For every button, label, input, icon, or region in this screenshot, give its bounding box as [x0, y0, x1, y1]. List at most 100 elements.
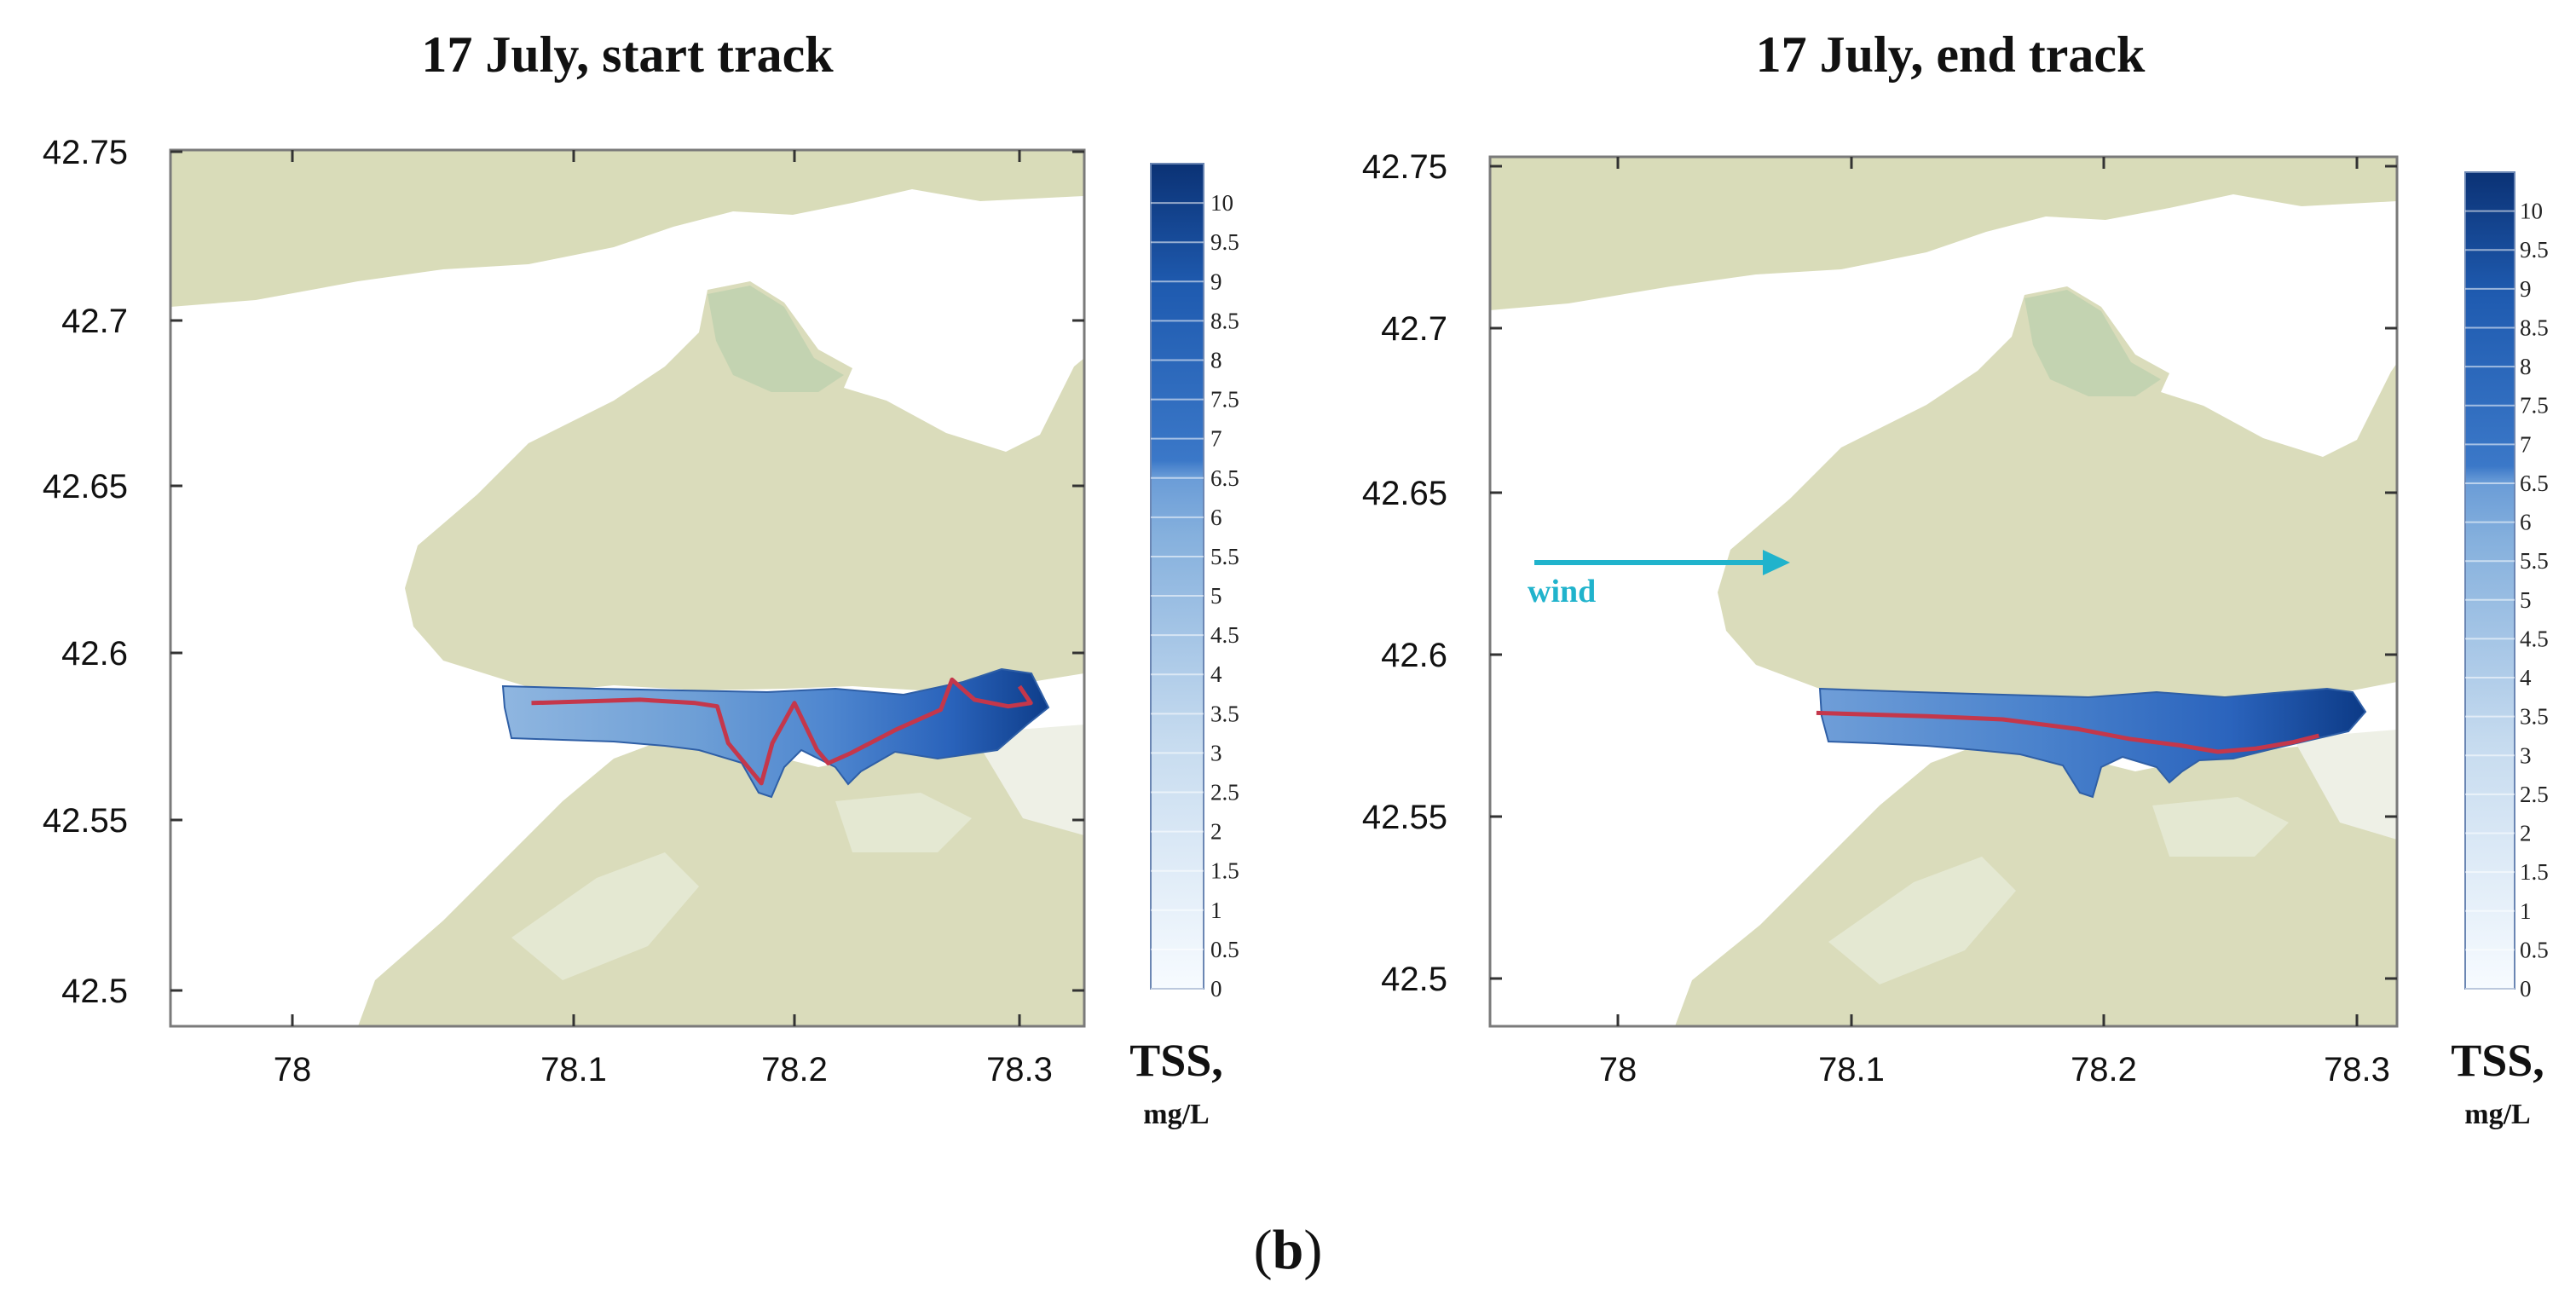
- river-channel: [793, 239, 852, 358]
- field-patch: [2293, 730, 2397, 840]
- lon-tick-label: 78.2: [2071, 1051, 2137, 1088]
- river-channel: [2186, 261, 2280, 384]
- river-channel: [2110, 244, 2169, 363]
- colorbar-tick-label: 5: [2520, 587, 2532, 613]
- basemap: [170, 150, 1084, 1026]
- lat-tick-label: 42.55: [1362, 799, 1447, 836]
- lat-tick-label: 42.65: [43, 468, 128, 505]
- delta-peninsula-land: [1718, 286, 2397, 701]
- lon-tick-label: 78.3: [986, 1051, 1053, 1088]
- colorbar-tick-label: 5.5: [2520, 548, 2549, 574]
- colorbar-tick-label: 7: [2520, 431, 2532, 457]
- colorbar-tick-label: 5: [1210, 583, 1222, 609]
- river-channel: [869, 256, 963, 379]
- colorbar-tick-label: 9: [1210, 268, 1222, 294]
- lon-tick-label: 78.1: [540, 1051, 607, 1088]
- colorbar-tick-label: 3: [1210, 740, 1222, 765]
- colorbar-tick-label: 2: [2520, 821, 2532, 846]
- colorbar-ramp: [2464, 171, 2515, 990]
- colorbar-tick-label: 2: [1210, 819, 1222, 845]
- colorbar-tick-label: 10: [2520, 199, 2543, 224]
- lon-tick-label: 78: [274, 1051, 312, 1088]
- colorbar-tick-label: 6: [2520, 510, 2532, 535]
- colorbar-label: TSS,: [2451, 1035, 2544, 1086]
- field-patch: [2152, 797, 2289, 857]
- colorbar-tick-label: 8.5: [1210, 308, 1239, 333]
- colorbar-tick-label: 9.5: [1210, 229, 1239, 255]
- map-panel-start: 17 July, start track 78 78.1 78.2 78.342.75…: [43, 26, 1239, 1130]
- colorbar-tick-label: 8: [2520, 354, 2532, 379]
- colorbar-ramp: [1150, 163, 1204, 990]
- colorbar-tick-label: 6.5: [1210, 465, 1239, 491]
- field-patch: [972, 725, 1084, 835]
- lat-tick-label: 42.65: [1362, 475, 1447, 512]
- colorbar-tick-label: 9: [2520, 276, 2532, 302]
- vessel-track: [531, 677, 1033, 786]
- wind-indicator: wind: [1528, 550, 1790, 609]
- axis-ticks: 78 78.1 78.2 78.3 42.75 42.7 42.65 42.6 42.55 42.…: [1362, 148, 2397, 1088]
- lat-tick-label: 42.5: [61, 973, 128, 1010]
- delta-wetland: [708, 286, 844, 392]
- colorbar-tick-label: 2.5: [1210, 780, 1239, 805]
- lat-tick-label: 42.5: [1381, 961, 1447, 998]
- north-shore-land: [170, 150, 1084, 307]
- lat-tick-label: 42.55: [43, 802, 128, 840]
- colorbar-tick-label: 0: [2520, 976, 2532, 1002]
- panel-title: 17 July, start track: [421, 26, 834, 83]
- delta-peninsula-land: [405, 281, 1084, 692]
- axis-ticks: 78 78.1 78.2 78.3 42.75 42.7 42.65 42.6 42.55 42.…: [43, 134, 1084, 1088]
- colorbar-tick-label: 6: [1210, 505, 1222, 530]
- colorbar-tick-label: 7.5: [1210, 387, 1239, 413]
- colorbar: 10 9.5 9 8.5 8 7.5 7 6.5 6 5.5 5 4.5 4 3.5 3 2.5 2 1.5 1 0.…: [2464, 171, 2549, 1002]
- colorbar-tick-label: 9.5: [2520, 237, 2549, 263]
- colorbar-tick-label: 8.5: [2520, 315, 2549, 340]
- lat-tick-label: 42.7: [1381, 310, 1447, 348]
- colorbar-tick-label: 7: [1210, 426, 1222, 452]
- lat-tick-label: 42.7: [61, 303, 128, 340]
- colorbar: 10 9.5 9 8.5 8 7.5 7 6.5 6 5.5 5 4.5 4 3.5 3 2.5 2 1.5 1 0.…: [1150, 163, 1239, 1002]
- colorbar-tick-label: 1: [2520, 898, 2532, 924]
- vessel-track: [1816, 710, 2320, 754]
- colorbar-tick-label: 4: [1210, 661, 1222, 687]
- colorbar-tick-label: 2.5: [2520, 782, 2549, 807]
- colorbar-tick-label: 8: [1210, 347, 1222, 372]
- colorbar-tick-label: 0.5: [1210, 937, 1239, 962]
- colorbar-tick-label: 10: [1210, 190, 1233, 216]
- lat-tick-label: 42.75: [43, 134, 128, 171]
- colorbar-tick-label: 1: [1210, 898, 1222, 923]
- colorbar-tick-label: 1.5: [2520, 859, 2549, 885]
- basemap: [1490, 157, 2397, 1026]
- lat-tick-label: 42.75: [1362, 148, 1447, 186]
- delta-wetland: [2024, 290, 2161, 396]
- colorbar-tick-label: 0.5: [2520, 937, 2549, 962]
- colorbar-tick-label: 4: [2520, 665, 2532, 690]
- lon-tick-label: 78.2: [761, 1051, 828, 1088]
- map-frame: [169, 148, 1086, 1028]
- panel-title: 17 July, end track: [1756, 26, 2146, 83]
- colorbar-tick-label: 6.5: [2520, 471, 2549, 496]
- colorbar-label: TSS,: [1129, 1035, 1223, 1086]
- wind-label: wind: [1528, 574, 1596, 609]
- caption-letter: b: [1273, 1219, 1304, 1281]
- colorbar-tick-label: 1.5: [1210, 858, 1239, 884]
- vessel-track-line: [1816, 710, 2320, 754]
- lon-tick-label: 78.3: [2324, 1051, 2390, 1088]
- lat-tick-label: 42.6: [1381, 637, 1447, 674]
- map-panel-end: 17 July, end track wind 78 78.1 78.2 78.342…: [1362, 26, 2549, 1130]
- figure-caption: (b): [1254, 1219, 1323, 1281]
- field-patch: [511, 852, 699, 980]
- colorbar-tick-label: 3.5: [1210, 701, 1239, 726]
- lat-tick-label: 42.6: [61, 635, 128, 673]
- colorbar-tick-label: 4.5: [2520, 626, 2549, 651]
- vessel-track-line: [531, 677, 1033, 786]
- colorbar-tick-label: 7.5: [2520, 393, 2549, 419]
- wind-arrowhead: [1763, 550, 1790, 575]
- lon-tick-label: 78.1: [1818, 1051, 1885, 1088]
- north-shore-land: [1490, 157, 2397, 310]
- colorbar-tick-label: 3: [2520, 742, 2532, 768]
- field-patch: [1828, 857, 2016, 984]
- colorbar-tick-label: 3.5: [2520, 704, 2549, 730]
- lon-tick-label: 78: [1599, 1051, 1637, 1088]
- field-patch: [835, 793, 972, 852]
